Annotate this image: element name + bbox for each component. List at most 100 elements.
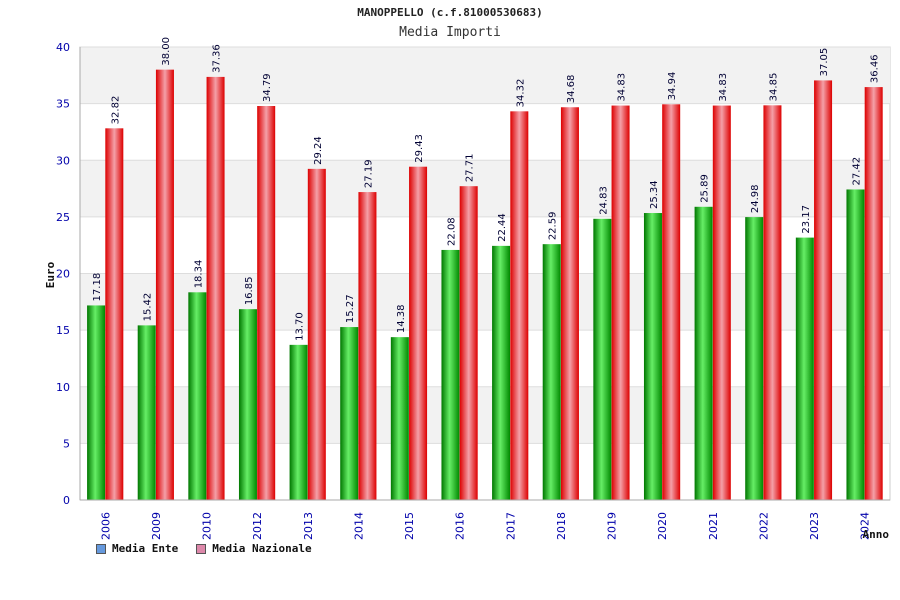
data-label: 37.36	[212, 44, 223, 73]
x-axis-title: Anno	[863, 528, 890, 541]
bar-media-ente-2013	[289, 344, 308, 500]
bar-media-nazionale-2009	[155, 69, 174, 501]
data-label: 18.34	[193, 260, 204, 289]
x-tick-label: 2015	[403, 512, 416, 540]
y-tick-label: 20	[56, 268, 70, 281]
legend-label-media-nazionale: Media Nazionale	[212, 542, 312, 555]
data-label: 22.44	[497, 213, 508, 242]
chart-legend: Media Ente Media Nazionale	[96, 542, 312, 555]
bar-media-nazionale-2006	[105, 128, 124, 500]
data-label: 15.27	[345, 294, 356, 323]
bar-media-ente-2020	[643, 213, 662, 500]
x-tick-label: 2023	[808, 512, 821, 540]
legend-swatch-media-nazionale	[196, 543, 207, 554]
data-label: 17.18	[92, 273, 103, 302]
legend-item-media-nazionale: Media Nazionale	[196, 542, 312, 555]
data-label: 34.85	[768, 73, 779, 102]
data-label: 38.00	[161, 37, 172, 66]
data-label: 34.32	[515, 79, 526, 108]
y-tick-label: 10	[56, 381, 70, 394]
data-label: 34.83	[617, 73, 628, 102]
bar-media-nazionale-2015	[409, 166, 428, 500]
data-label: 27.19	[363, 159, 374, 188]
x-tick-label: 2006	[99, 512, 112, 540]
chart-title: MANOPPELLO (c.f.81000530683)	[357, 6, 543, 19]
y-tick-label: 40	[56, 41, 70, 54]
bar-media-ente-2014	[340, 327, 359, 500]
y-tick-label: 0	[63, 494, 70, 507]
y-tick-label: 5	[63, 437, 70, 450]
data-label: 22.59	[548, 212, 559, 241]
x-tick-label: 2024	[859, 512, 872, 540]
x-tick-label: 2018	[555, 512, 568, 540]
bar-media-nazionale-2020	[662, 104, 681, 500]
bar-media-ente-2010	[188, 292, 207, 500]
y-tick-label: 15	[56, 324, 70, 337]
data-label: 34.94	[667, 72, 678, 101]
data-label: 25.89	[700, 174, 711, 203]
legend-label-media-ente: Media Ente	[112, 542, 179, 555]
data-label: 34.83	[718, 73, 729, 102]
bar-media-ente-2016	[441, 249, 460, 500]
data-label: 34.79	[262, 73, 273, 102]
data-label: 24.83	[598, 186, 609, 215]
bar-media-nazionale-2019	[611, 105, 630, 501]
bar-media-ente-2006	[87, 305, 106, 500]
bar-media-ente-2017	[492, 245, 511, 500]
data-label: 14.38	[396, 305, 407, 334]
x-tick-label: 2010	[201, 512, 214, 540]
bar-media-nazionale-2017	[510, 111, 529, 501]
data-label: 32.82	[110, 96, 121, 125]
bar-media-ente-2022	[745, 217, 764, 500]
bar-media-ente-2019	[593, 218, 612, 501]
data-label: 24.98	[750, 184, 761, 213]
data-label: 13.70	[295, 312, 306, 341]
bar-media-nazionale-2010	[206, 76, 225, 500]
x-tick-label: 2014	[352, 512, 365, 540]
bar-media-ente-2024	[846, 189, 865, 500]
x-tick-label: 2022	[757, 512, 770, 540]
bar-media-nazionale-2016	[459, 186, 478, 500]
x-tick-label: 2021	[707, 512, 720, 540]
bar-media-ente-2023	[795, 237, 814, 501]
y-axis-title: Euro	[44, 261, 57, 288]
x-tick-label: 2020	[656, 512, 669, 540]
x-tick-label: 2017	[504, 512, 517, 540]
data-label: 37.05	[819, 48, 830, 77]
data-label: 29.43	[414, 134, 425, 163]
bar-media-ente-2009	[137, 325, 156, 500]
x-tick-label: 2012	[251, 512, 264, 540]
legend-item-media-ente: Media Ente	[96, 542, 178, 555]
data-label: 27.42	[851, 157, 862, 186]
bar-media-nazionale-2014	[358, 192, 377, 501]
bar-media-nazionale-2012	[257, 106, 276, 501]
bar-media-ente-2015	[390, 337, 409, 500]
data-label: 27.71	[465, 154, 476, 183]
x-tick-label: 2016	[454, 512, 467, 540]
bar-media-nazionale-2018	[560, 107, 579, 501]
legend-swatch-media-ente	[96, 543, 106, 554]
data-label: 22.08	[446, 217, 457, 246]
y-tick-label: 25	[56, 211, 70, 224]
chart-subtitle: Media Importi	[399, 25, 501, 40]
bar-media-nazionale-2022	[763, 105, 782, 500]
bar-media-ente-2021	[694, 206, 713, 500]
data-label: 25.34	[649, 180, 660, 209]
bar-media-nazionale-2023	[814, 80, 833, 500]
bar-media-nazionale-2013	[307, 168, 326, 500]
x-tick-label: 2013	[302, 512, 315, 540]
x-tick-label: 2019	[606, 512, 619, 540]
data-label: 16.85	[244, 277, 255, 306]
bar-media-nazionale-2024	[864, 87, 883, 500]
data-label: 23.17	[801, 205, 812, 234]
y-tick-label: 30	[56, 154, 70, 167]
data-label: 36.46	[870, 54, 881, 83]
y-tick-label: 35	[56, 98, 70, 111]
bar-media-nazionale-2021	[712, 105, 731, 501]
data-label: 29.24	[313, 136, 324, 165]
bar-media-ente-2018	[542, 244, 561, 500]
bar-media-ente-2012	[238, 309, 257, 500]
data-label: 34.68	[566, 75, 577, 104]
data-label: 15.42	[143, 293, 154, 322]
